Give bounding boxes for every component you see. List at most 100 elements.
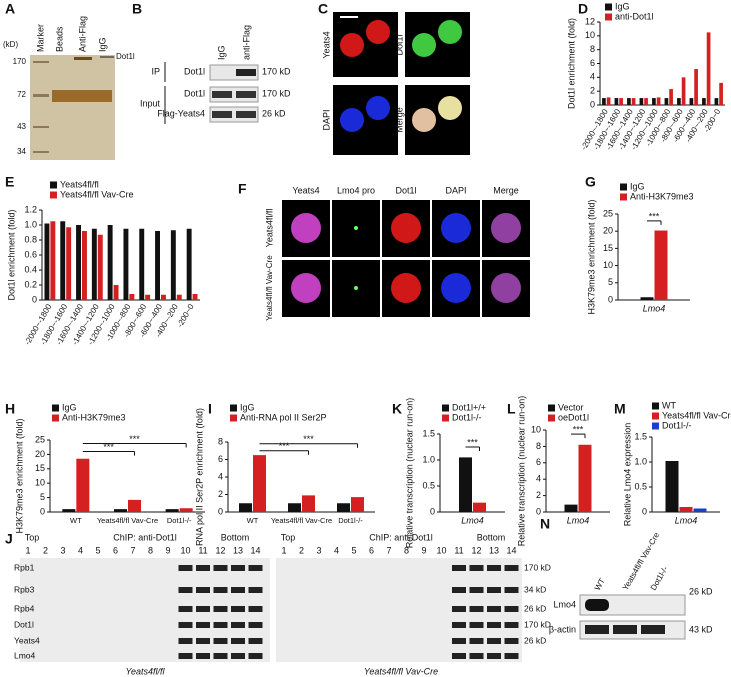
blot-band xyxy=(504,587,519,593)
blot-band xyxy=(236,91,256,98)
x-tick-label: Lmo4 xyxy=(461,515,484,525)
marker-label: 72 xyxy=(17,90,26,99)
y-tick-label: 25 xyxy=(603,208,613,218)
legend-swatch xyxy=(605,3,612,11)
blot-band xyxy=(452,587,466,593)
header-label: Bottom xyxy=(221,532,250,542)
bar xyxy=(652,98,656,105)
y-tick-label: 1.0 xyxy=(634,456,647,466)
y-tick-label: 6 xyxy=(536,457,541,467)
significance-label: *** xyxy=(649,211,660,221)
y-tick-label: 2 xyxy=(590,86,595,96)
y-tick-label: 0.8 xyxy=(24,234,37,244)
bar xyxy=(619,98,623,105)
lane-number: 12 xyxy=(471,545,481,555)
gel-band xyxy=(74,57,92,60)
blot-band xyxy=(178,606,193,612)
blot-band xyxy=(248,606,263,612)
y-tick-label: 10 xyxy=(585,30,595,40)
panel-letter: C xyxy=(318,1,328,17)
blot-band xyxy=(213,653,228,659)
y-axis-title: RNA pol II Ser2P enrichment (fold) xyxy=(194,408,204,546)
legend-label: Yeats4fl/fl xyxy=(60,179,99,189)
row-label: Rpb3 xyxy=(14,584,35,594)
legend-label: Anti-H3K79me3 xyxy=(630,191,694,201)
bar xyxy=(128,499,141,512)
panel-letter: F xyxy=(238,181,247,197)
row-label: Lmo4 xyxy=(553,599,576,609)
bar xyxy=(82,231,87,300)
lane-number: 9 xyxy=(165,545,170,555)
y-tick-label: 0 xyxy=(430,506,435,516)
lane-label: Marker xyxy=(35,24,45,52)
y-tick-label: 15 xyxy=(603,243,613,253)
lane-number: 3 xyxy=(60,545,65,555)
panel-letter: G xyxy=(585,174,596,190)
channel-label: Dot1l xyxy=(394,34,404,55)
bar xyxy=(664,98,669,105)
y-tick-label: 0.5 xyxy=(634,481,647,491)
y-tick-label: 4 xyxy=(218,471,223,481)
legend-swatch xyxy=(52,404,59,412)
y-axis-title: Relative transcription (nuclear run-on) xyxy=(404,398,414,549)
bar xyxy=(176,294,182,300)
cell xyxy=(491,273,521,303)
bar xyxy=(107,225,113,300)
genotype-label: Yeats4fl/fl xyxy=(125,666,165,676)
blot xyxy=(209,106,259,123)
bar xyxy=(76,458,90,512)
channel-label: DAPI xyxy=(445,185,466,195)
cell xyxy=(291,273,321,303)
y-axis-title: Dot1l enrichment (fold) xyxy=(6,209,16,300)
lane-number: 3 xyxy=(316,545,321,555)
size-label: 34 kD xyxy=(524,584,546,594)
marker-label: 170 xyxy=(13,57,27,66)
channel-label: Yeats4 xyxy=(292,185,319,195)
legend-label: Dot1l-/- xyxy=(452,412,482,422)
bar xyxy=(44,223,50,300)
lane-number: 8 xyxy=(148,545,153,555)
channel-label: Merge xyxy=(493,185,519,195)
blot-band xyxy=(178,653,193,659)
y-tick-label: 0 xyxy=(642,506,647,516)
x-tick-label: Lmo4 xyxy=(567,515,590,525)
bar xyxy=(714,98,719,105)
blot-band xyxy=(213,638,228,644)
blot-band xyxy=(469,622,484,628)
row-label: β-actin xyxy=(549,624,576,634)
legend-swatch xyxy=(652,412,659,420)
gel-band xyxy=(52,90,112,102)
bar xyxy=(50,221,56,300)
legend-swatch xyxy=(548,414,555,422)
y-tick-label: 12 xyxy=(585,16,595,26)
size-label: 170 kD xyxy=(524,619,551,629)
legend-swatch xyxy=(442,414,449,422)
y-tick-label: 0.2 xyxy=(24,279,37,289)
blot-band xyxy=(504,638,519,644)
blot-band xyxy=(231,565,245,571)
blot-band xyxy=(487,622,501,628)
blot-band xyxy=(231,653,245,659)
cell xyxy=(366,96,390,120)
marker-label: 34 xyxy=(17,147,26,156)
bar xyxy=(627,98,631,105)
x-tick-label: WT xyxy=(247,516,259,525)
blot-band xyxy=(196,587,210,593)
channel-label: Lmo4 pro xyxy=(337,185,375,195)
bar xyxy=(129,294,135,300)
bar xyxy=(564,504,578,512)
legend-label: anti-Dot1l xyxy=(615,11,654,21)
y-axis-title: H3K79me3 enrichment (fold) xyxy=(14,418,24,533)
lane-number: 2 xyxy=(43,545,48,555)
lane-number: 11 xyxy=(198,545,207,555)
lane-number: 10 xyxy=(436,545,446,555)
legend-label: Dot1l+/+ xyxy=(452,402,486,412)
blot-band xyxy=(212,91,232,98)
y-tick-label: 15 xyxy=(35,463,45,473)
row-label: Lmo4 xyxy=(14,650,36,660)
blot-band xyxy=(487,638,501,644)
blot-band xyxy=(487,587,501,593)
bar xyxy=(602,98,606,105)
legend-label: IgG xyxy=(615,1,630,11)
y-tick-label: 2 xyxy=(536,490,541,500)
